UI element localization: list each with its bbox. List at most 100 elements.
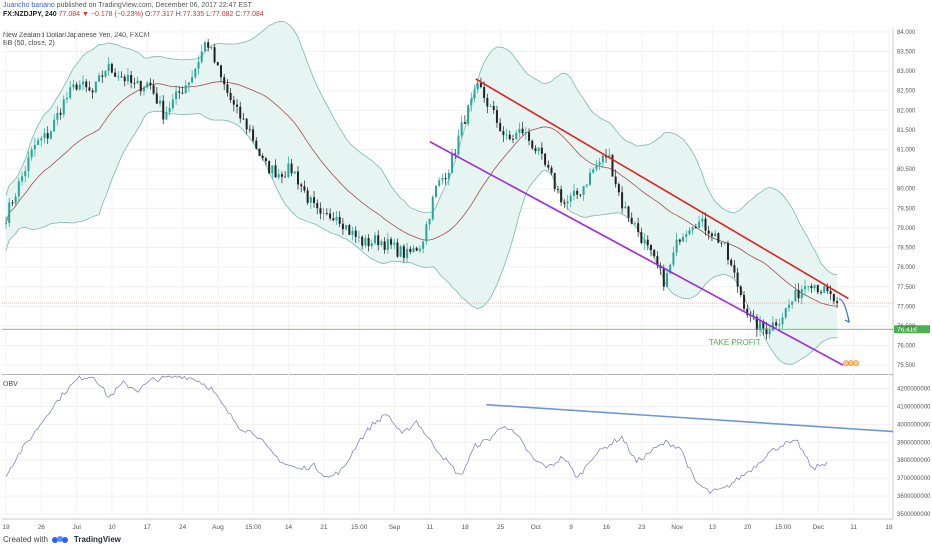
price-tick-label: 81.000 bbox=[897, 148, 916, 154]
candle-body bbox=[107, 63, 110, 72]
candle-body bbox=[338, 217, 341, 224]
candle-body bbox=[759, 321, 762, 330]
candle-body bbox=[585, 184, 588, 187]
emoji-marker-icon bbox=[853, 360, 859, 367]
price-tick-label: 83.000 bbox=[897, 69, 916, 75]
candle-body bbox=[544, 153, 547, 165]
candle-body bbox=[98, 75, 101, 82]
candle-body bbox=[345, 225, 348, 230]
time-tick-label: 16 bbox=[603, 524, 611, 531]
time-tick-label: 11 bbox=[426, 524, 433, 531]
candle-body bbox=[569, 195, 572, 202]
obv-trendline bbox=[486, 403, 894, 433]
candle-body bbox=[733, 265, 736, 273]
candle-body bbox=[306, 190, 309, 203]
time-tick-label: 18 bbox=[885, 524, 893, 531]
candle-body bbox=[467, 105, 470, 124]
candle-body bbox=[146, 82, 149, 88]
low-value: 77.082 bbox=[212, 11, 234, 18]
candle-body bbox=[746, 308, 749, 316]
candle-body bbox=[640, 232, 643, 244]
tradingview-brand[interactable]: TradingView bbox=[73, 535, 121, 544]
open-label: O: bbox=[145, 11, 153, 18]
candle-body bbox=[117, 76, 120, 78]
candle-body bbox=[268, 161, 271, 174]
obv-tick-label: 3900000000 bbox=[897, 440, 931, 446]
tradingview-logo-icon bbox=[51, 536, 68, 543]
candle-body bbox=[572, 190, 575, 196]
candle-body bbox=[348, 225, 351, 235]
candle-body bbox=[110, 63, 113, 73]
bb-basis bbox=[5, 81, 838, 307]
candle-body bbox=[649, 245, 652, 251]
candlesticks bbox=[5, 38, 839, 340]
candle-body bbox=[832, 293, 835, 302]
obv-legend[interactable]: OBV bbox=[3, 381, 18, 388]
bollinger-bands bbox=[5, 21, 838, 365]
candle-body bbox=[354, 230, 357, 237]
candle-body bbox=[213, 47, 216, 63]
time-tick-label: Sep bbox=[389, 524, 401, 531]
candle-body bbox=[309, 197, 312, 203]
axes: 75.500 76.000 76.500 77.000 77.500 78.000 78.5… bbox=[2, 30, 931, 531]
candle-body bbox=[710, 233, 713, 237]
price-tick-label: 79.500 bbox=[897, 206, 916, 212]
resistance-trendline bbox=[475, 78, 849, 300]
candle-body bbox=[364, 238, 367, 246]
candle-body bbox=[168, 108, 171, 113]
price-tick-label: 81.500 bbox=[897, 128, 916, 134]
candle-body bbox=[255, 140, 258, 149]
candle-body bbox=[126, 75, 129, 82]
price-tick-label: 75.500 bbox=[897, 363, 916, 369]
candle-body bbox=[297, 171, 300, 185]
candle-body bbox=[537, 147, 540, 152]
candle-body bbox=[765, 328, 768, 335]
candle-body bbox=[37, 140, 40, 145]
candle-body bbox=[142, 87, 145, 92]
candle-body bbox=[8, 202, 11, 224]
candle-body bbox=[223, 77, 226, 85]
candle-body bbox=[611, 155, 614, 177]
publish-text: published on TradingView.com, December 0… bbox=[56, 2, 252, 9]
candle-body bbox=[714, 233, 717, 237]
candle-body bbox=[736, 272, 739, 287]
candle-body bbox=[319, 208, 322, 214]
candle-body bbox=[451, 153, 454, 173]
price-tick-label: 78.500 bbox=[897, 246, 916, 252]
candle-body bbox=[335, 217, 338, 221]
candle-body bbox=[49, 131, 52, 139]
candle-body bbox=[165, 112, 168, 120]
candle-body bbox=[691, 227, 694, 231]
candle-body bbox=[72, 84, 75, 88]
candle-body bbox=[781, 317, 784, 325]
candle-body bbox=[30, 149, 33, 158]
candle-body bbox=[656, 256, 659, 266]
candle-body bbox=[216, 62, 219, 66]
indicator-legend[interactable]: BB (50, close, 2) bbox=[3, 40, 55, 47]
candle-body bbox=[495, 110, 498, 123]
candle-body bbox=[672, 252, 675, 265]
candle-body bbox=[768, 330, 771, 335]
candle-body bbox=[617, 184, 620, 193]
author-link[interactable]: Juancho banano bbox=[3, 2, 55, 9]
candle-body bbox=[418, 248, 421, 251]
candle-body bbox=[669, 264, 672, 274]
candle-body bbox=[159, 100, 162, 104]
candle-body bbox=[271, 165, 274, 174]
time-tick-label: 10 bbox=[108, 524, 116, 531]
time-tick-label: 19 bbox=[2, 524, 10, 531]
candle-body bbox=[739, 286, 742, 296]
candle-body bbox=[24, 171, 27, 177]
price-tick-label: 80.000 bbox=[897, 187, 916, 193]
candle-body bbox=[563, 202, 566, 204]
candle-body bbox=[775, 322, 778, 326]
candle-body bbox=[123, 76, 126, 82]
candle-body bbox=[11, 202, 14, 204]
candle-body bbox=[75, 84, 78, 90]
candle-body bbox=[579, 194, 582, 196]
price-tick-label: 76.500 bbox=[897, 324, 916, 330]
candle-body bbox=[171, 99, 174, 109]
candle-body bbox=[560, 189, 563, 203]
candle-body bbox=[524, 132, 527, 134]
